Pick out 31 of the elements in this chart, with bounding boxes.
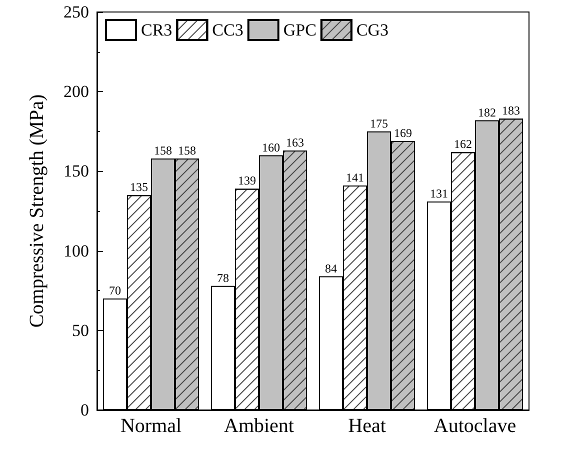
x-tick-label: Normal	[120, 415, 182, 437]
legend-label: CR3	[141, 20, 172, 40]
data-label: 70	[109, 284, 121, 298]
x-tick-label: Heat	[348, 415, 386, 437]
y-axis-title: Compressive Strength (MPa)	[26, 94, 48, 328]
y-tick-label: 0	[80, 400, 89, 420]
data-label: 158	[178, 143, 196, 158]
x-tick-label: Autoclave	[434, 415, 516, 437]
y-tick-label: 200	[64, 82, 89, 102]
y-tick-label: 150	[64, 162, 89, 181]
data-label: 78	[217, 270, 229, 285]
data-label: 182	[478, 105, 496, 120]
y-tick-label: 100	[64, 241, 89, 260]
legend-label: CC3	[212, 20, 244, 40]
data-label: 84	[325, 261, 337, 276]
y-tick-label: 50	[72, 320, 89, 340]
data-label: 160	[262, 140, 280, 154]
legend-label: GPC	[283, 20, 316, 40]
data-label: 162	[454, 137, 472, 152]
data-label: 158	[154, 143, 172, 158]
data-label: 135	[130, 180, 148, 194]
data-label: 169	[394, 126, 412, 140]
y-tick-label: 250	[64, 2, 89, 22]
legend-label: CG3	[356, 20, 389, 40]
x-tick-label: Ambient	[224, 415, 294, 437]
data-label: 131	[430, 186, 448, 200]
data-label: 183	[502, 104, 520, 118]
data-label: 141	[346, 170, 364, 185]
data-label: 139	[238, 174, 256, 188]
data-label: 175	[370, 116, 388, 130]
data-label: 163	[286, 136, 304, 150]
